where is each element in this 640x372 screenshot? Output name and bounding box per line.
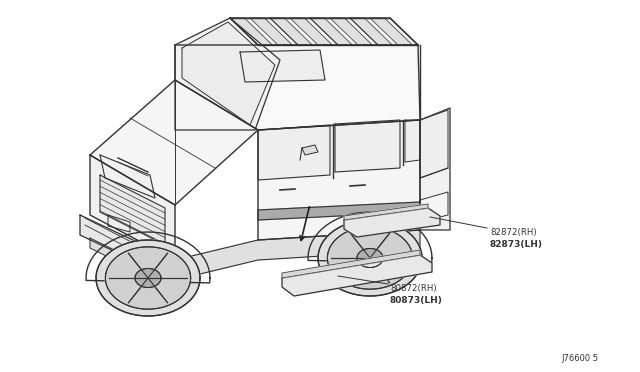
Polygon shape	[357, 248, 383, 267]
Polygon shape	[230, 18, 418, 45]
Polygon shape	[330, 18, 372, 45]
Polygon shape	[80, 215, 175, 280]
Polygon shape	[420, 110, 448, 178]
Polygon shape	[310, 18, 353, 45]
Polygon shape	[90, 155, 175, 260]
Polygon shape	[175, 18, 280, 130]
Polygon shape	[175, 45, 420, 130]
Polygon shape	[258, 120, 420, 240]
Polygon shape	[90, 238, 175, 290]
Polygon shape	[240, 50, 325, 82]
Polygon shape	[258, 125, 330, 180]
Polygon shape	[106, 247, 191, 309]
Polygon shape	[357, 248, 383, 267]
Polygon shape	[230, 18, 273, 45]
Polygon shape	[420, 192, 448, 222]
Polygon shape	[135, 269, 161, 288]
Polygon shape	[100, 155, 155, 198]
Polygon shape	[108, 215, 130, 232]
Polygon shape	[318, 220, 422, 296]
Polygon shape	[370, 18, 412, 45]
Polygon shape	[405, 120, 420, 162]
Text: J76600 5: J76600 5	[561, 354, 598, 363]
Polygon shape	[282, 255, 432, 296]
Text: 80872(RH): 80872(RH)	[390, 284, 436, 293]
Polygon shape	[182, 22, 275, 125]
Text: 82873(LH): 82873(LH)	[490, 240, 543, 249]
Polygon shape	[318, 220, 422, 296]
Polygon shape	[420, 108, 450, 230]
Polygon shape	[250, 18, 292, 45]
Polygon shape	[90, 80, 258, 205]
Polygon shape	[100, 175, 165, 245]
Polygon shape	[350, 18, 392, 45]
Text: 80873(LH): 80873(LH)	[390, 296, 443, 305]
Text: 82872(RH): 82872(RH)	[490, 228, 536, 237]
Polygon shape	[344, 204, 428, 220]
Polygon shape	[328, 227, 413, 289]
Polygon shape	[270, 18, 312, 45]
Polygon shape	[328, 227, 413, 289]
Polygon shape	[96, 240, 200, 316]
Polygon shape	[302, 145, 318, 155]
Polygon shape	[344, 208, 440, 237]
Polygon shape	[96, 240, 200, 316]
Polygon shape	[282, 250, 420, 278]
Polygon shape	[135, 269, 161, 288]
Polygon shape	[175, 230, 420, 280]
Polygon shape	[290, 18, 332, 45]
Polygon shape	[106, 247, 191, 309]
Polygon shape	[335, 120, 400, 172]
Polygon shape	[258, 202, 420, 220]
